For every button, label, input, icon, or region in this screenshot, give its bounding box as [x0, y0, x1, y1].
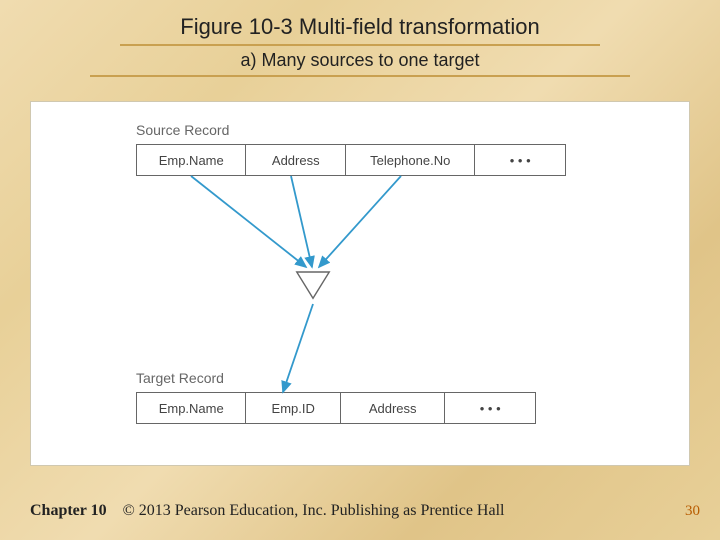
- diagram-area: Source Record Emp.NameAddressTelephone.N…: [30, 101, 690, 466]
- figure-title: Figure 10-3 Multi-field transformation: [120, 14, 599, 46]
- chapter-label: Chapter 10: [30, 502, 107, 519]
- title-block: Figure 10-3 Multi-field transformation a…: [0, 0, 720, 83]
- field-cell: • • •: [445, 393, 535, 423]
- copyright-text: © 2013 Pearson Education, Inc. Publishin…: [123, 502, 505, 519]
- field-cell: Emp.ID: [246, 393, 341, 423]
- field-cell: Emp.Name: [137, 145, 246, 175]
- field-cell: Address: [341, 393, 445, 423]
- source-record-box: Emp.NameAddressTelephone.No• • •: [136, 144, 566, 176]
- transform-node-label: T: [309, 271, 318, 287]
- target-record-label: Target Record: [136, 370, 224, 386]
- footer: Chapter 10 © 2013 Pearson Education, Inc…: [30, 502, 504, 520]
- field-cell: • • •: [475, 145, 565, 175]
- field-cell: Emp.Name: [137, 393, 246, 423]
- page-number: 30: [685, 503, 700, 520]
- field-cell: Telephone.No: [346, 145, 475, 175]
- source-record-label: Source Record: [136, 122, 229, 138]
- figure-subtitle: a) Many sources to one target: [90, 50, 629, 77]
- target-record-box: Emp.NameEmp.IDAddress• • •: [136, 392, 536, 424]
- field-cell: Address: [246, 145, 346, 175]
